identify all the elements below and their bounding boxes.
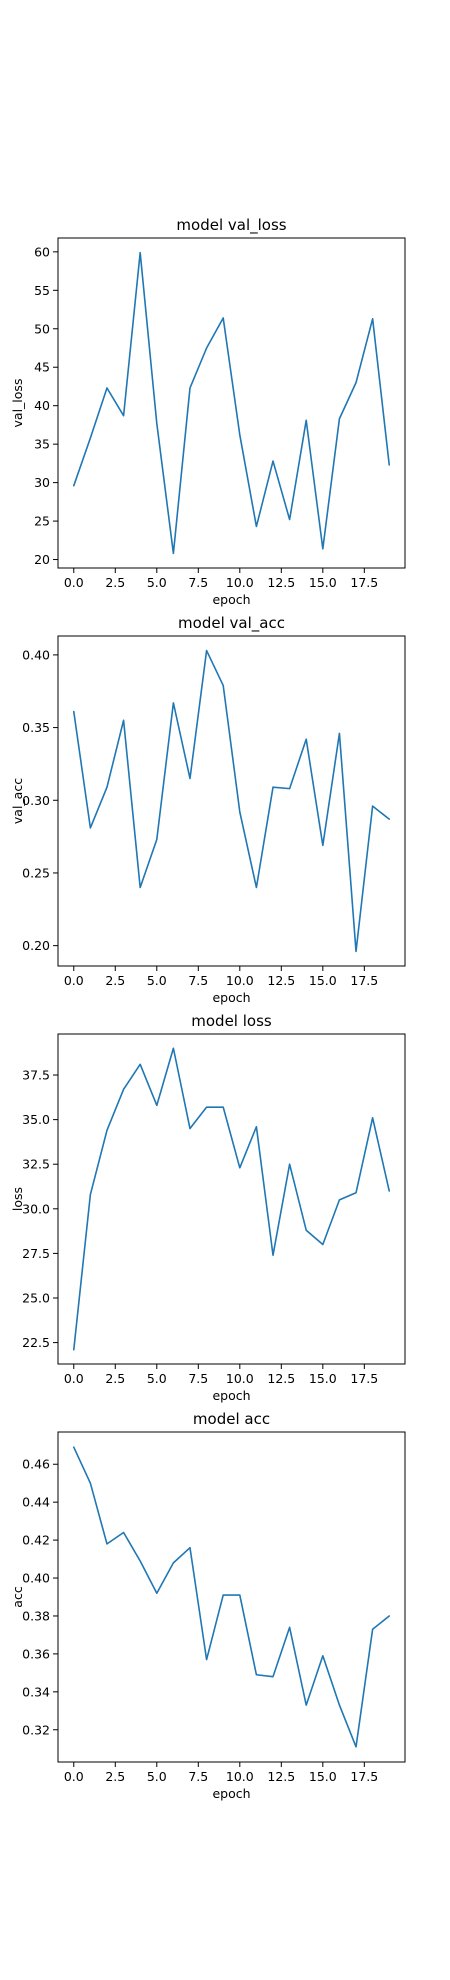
- series-line: [72, 649, 391, 953]
- x-tick-label: 15.0: [309, 973, 337, 988]
- x-tick-label: 17.5: [350, 973, 378, 988]
- y-tick-label: 0.25: [22, 865, 50, 880]
- plot-frame: [57, 237, 406, 569]
- y-tick-label: 30.0: [22, 1201, 50, 1216]
- y-tick-label: 30: [34, 475, 50, 490]
- y-tick-label: 0.46: [22, 1457, 50, 1472]
- y-tick-label: 32.5: [22, 1157, 50, 1172]
- chart-panel-4: model acc 0.0 2.5 5.0 7.5 10.0 12.5 15.0 17.5 0.3…: [10, 1410, 406, 1801]
- x-tick-label: 17.5: [350, 1371, 378, 1386]
- y-tick-label: 0.36: [22, 1646, 50, 1661]
- y-tick-label: 60: [34, 244, 50, 259]
- x-tick-label: 7.5: [188, 575, 208, 590]
- chart-title: model val_acc: [178, 614, 285, 633]
- y-tick-label: 0.30: [22, 793, 50, 808]
- chart-panel-2: model val_acc 0.0 2.5 5.0 7.5 10.0 12.5 15.0 17.…: [10, 614, 406, 1005]
- y-axis-label: val_loss: [10, 379, 25, 428]
- x-tick-label: 17.5: [350, 575, 378, 590]
- y-tick-label: 50: [34, 321, 50, 336]
- series-line: [72, 251, 391, 555]
- x-tick-label: 0.0: [64, 1769, 84, 1784]
- x-tick-label: 15.0: [309, 1769, 337, 1784]
- y-tick-label: 45: [34, 360, 50, 375]
- x-tick-label: 7.5: [188, 973, 208, 988]
- plot-frame: [57, 635, 406, 967]
- y-tick-label: 0.40: [22, 1571, 50, 1586]
- y-tick-label: 0.34: [22, 1684, 50, 1699]
- x-tick-label: 12.5: [267, 1371, 295, 1386]
- y-tick-label: 20: [34, 552, 50, 567]
- plot-frame: [57, 1033, 406, 1365]
- x-tick-label: 15.0: [309, 575, 337, 590]
- y-tick-label: 0.32: [22, 1722, 50, 1737]
- x-tick-label: 12.5: [267, 1769, 295, 1784]
- x-tick-label: 5.0: [147, 1769, 167, 1784]
- x-tick-label: 2.5: [105, 1769, 125, 1784]
- x-tick-label: 10.0: [226, 575, 254, 590]
- chart-panel-3: model loss 0.0 2.5 5.0 7.5 10.0 12.5 15.0 17.5 22…: [10, 1012, 406, 1403]
- x-tick-label: 12.5: [267, 973, 295, 988]
- y-tick-label: 0.44: [22, 1495, 50, 1510]
- x-axis-label: epoch: [212, 1388, 250, 1403]
- x-axis-label: epoch: [212, 592, 250, 607]
- x-tick-label: 12.5: [267, 575, 295, 590]
- x-tick-label: 7.5: [188, 1371, 208, 1386]
- x-tick-label: 0.0: [64, 973, 84, 988]
- chart-title: model loss: [191, 1012, 272, 1030]
- chart-title: model val_loss: [176, 216, 286, 235]
- y-tick-label: 0.20: [22, 938, 50, 953]
- y-tick-label: 0.42: [22, 1533, 50, 1548]
- x-tick-label: 0.0: [64, 575, 84, 590]
- y-tick-label: 27.5: [22, 1246, 50, 1261]
- y-tick-label: 25.0: [22, 1291, 50, 1306]
- plot-frame: [57, 1431, 406, 1763]
- x-tick-label: 15.0: [309, 1371, 337, 1386]
- x-tick-label: 2.5: [105, 575, 125, 590]
- x-tick-label: 7.5: [188, 1769, 208, 1784]
- x-tick-label: 10.0: [226, 1371, 254, 1386]
- x-tick-label: 5.0: [147, 575, 167, 590]
- x-tick-label: 5.0: [147, 1371, 167, 1386]
- chart-title: model acc: [193, 1410, 270, 1428]
- x-axis-label: epoch: [212, 990, 250, 1005]
- y-tick-label: 0.35: [22, 720, 50, 735]
- y-tick-label: 35.0: [22, 1112, 50, 1127]
- y-axis-label: acc: [10, 1586, 25, 1608]
- y-tick-label: 37.5: [22, 1068, 50, 1083]
- chart-panel-1: model val_loss 0.0 2.5 5.0 7.5 10.0 12.5 15.0 17…: [10, 216, 406, 607]
- x-tick-label: 10.0: [226, 973, 254, 988]
- x-tick-label: 5.0: [147, 973, 167, 988]
- series-line: [72, 1047, 391, 1351]
- y-axis-label: val_acc: [10, 778, 25, 824]
- x-tick-label: 2.5: [105, 973, 125, 988]
- y-axis-label: loss: [10, 1187, 25, 1211]
- x-tick-label: 10.0: [226, 1769, 254, 1784]
- series-line: [72, 1446, 391, 1748]
- y-tick-label: 35: [34, 437, 50, 452]
- y-tick-label: 0.40: [22, 647, 50, 662]
- x-tick-label: 0.0: [64, 1371, 84, 1386]
- x-axis-label: epoch: [212, 1786, 250, 1801]
- x-tick-label: 2.5: [105, 1371, 125, 1386]
- y-tick-label: 0.38: [22, 1608, 50, 1623]
- x-tick-label: 17.5: [350, 1769, 378, 1784]
- y-tick-label: 25: [34, 514, 50, 529]
- y-tick-label: 55: [34, 283, 50, 298]
- y-tick-label: 40: [34, 398, 50, 413]
- y-tick-label: 22.5: [22, 1335, 50, 1350]
